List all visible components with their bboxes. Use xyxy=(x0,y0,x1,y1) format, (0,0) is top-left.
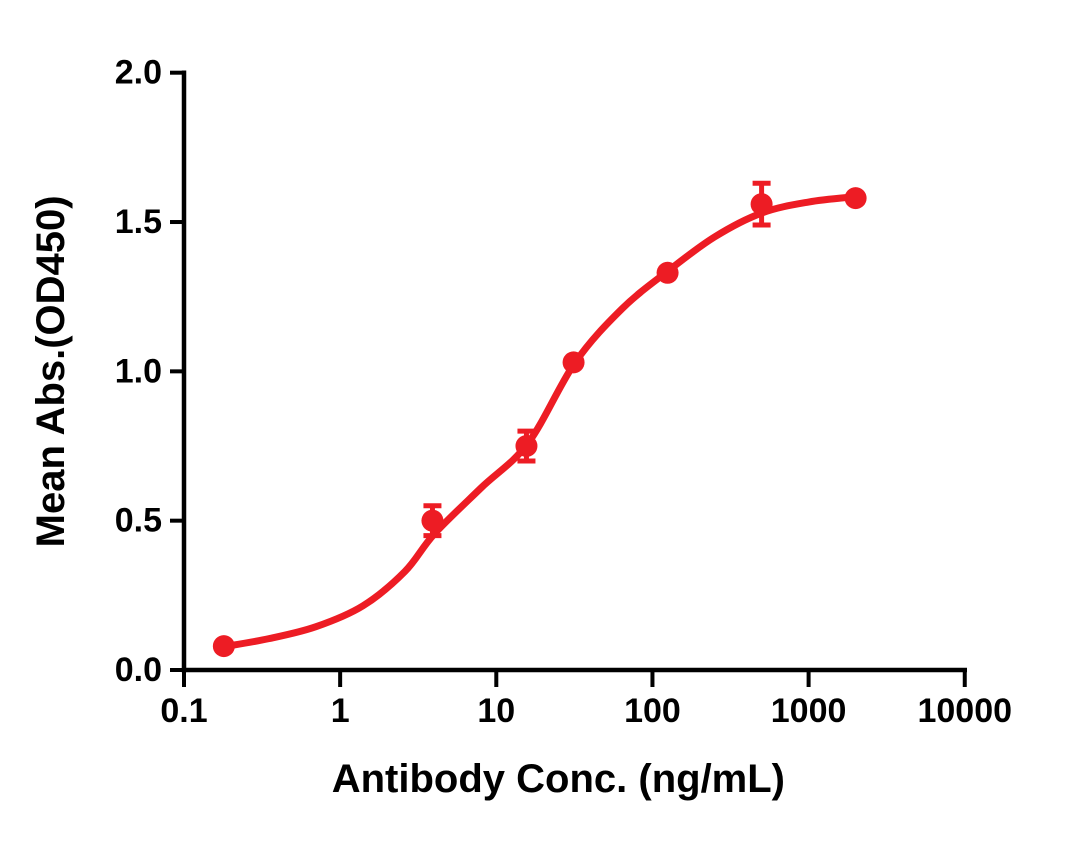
data-point xyxy=(844,187,867,210)
data-points-layer xyxy=(212,187,867,658)
x-tick-label: 100 xyxy=(624,692,681,730)
y-tick-label: 1.0 xyxy=(115,352,162,390)
data-point xyxy=(562,351,585,374)
data-point xyxy=(750,193,773,216)
y-tick-label: 1.5 xyxy=(115,203,162,241)
axes-layer: 0.0 0.5 1.0 1.5 2.0 0.1 1 10 100 1000 10000 xyxy=(115,54,1012,730)
x-tick-label: 10000 xyxy=(917,692,1012,730)
data-point xyxy=(421,509,444,532)
x-tick-label: 1 xyxy=(331,692,350,730)
data-point xyxy=(515,435,538,458)
y-tick-label: 0.5 xyxy=(115,502,162,540)
data-point xyxy=(656,261,679,284)
data-point xyxy=(212,635,235,658)
x-tick-label: 1000 xyxy=(771,692,847,730)
fit-curve xyxy=(220,193,860,651)
y-tick-label: 0.0 xyxy=(115,651,162,689)
x-tick-label: 0.1 xyxy=(160,692,207,730)
fit-curve-layer xyxy=(220,193,860,651)
y-axis-title: Mean Abs.(OD450) xyxy=(29,195,73,547)
x-axis-title: Antibody Conc. (ng/mL) xyxy=(332,757,785,801)
y-tick-label: 2.0 xyxy=(115,54,162,92)
x-tick-label: 10 xyxy=(477,692,515,730)
